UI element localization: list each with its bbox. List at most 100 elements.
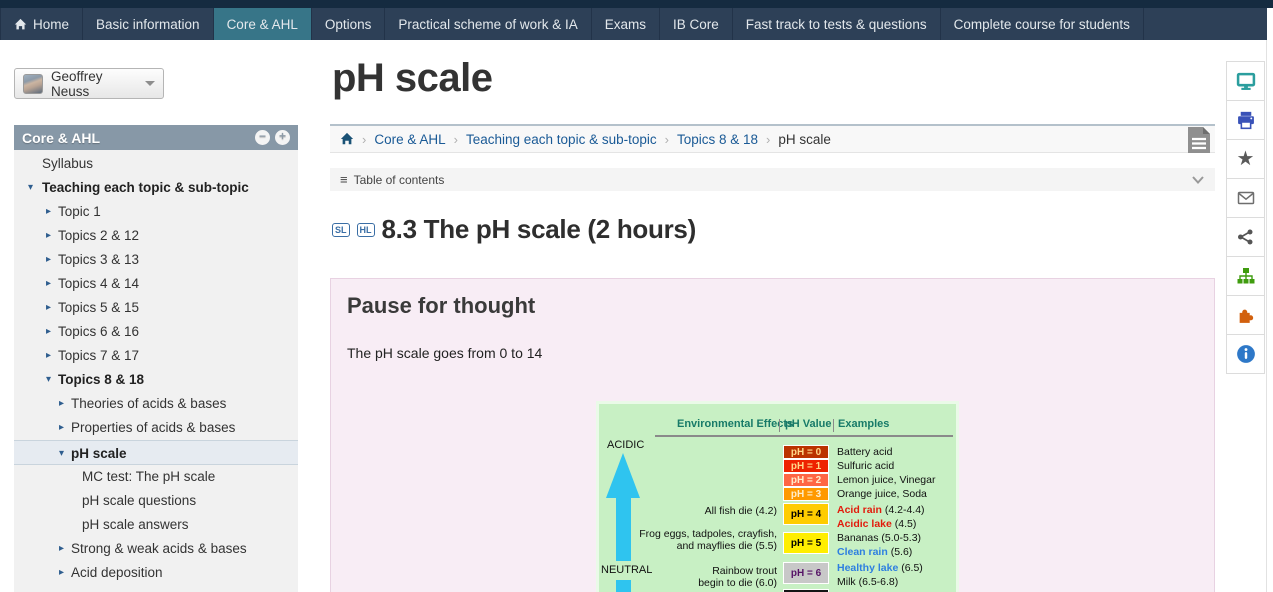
chart-effect: Frog eggs, tadpoles, crayfish, bbox=[639, 528, 777, 540]
expand-all-button[interactable]: + bbox=[275, 130, 290, 145]
ph-value-box: pH = 6 bbox=[783, 562, 829, 584]
sidebar-item-ph-scale[interactable]: pH scale bbox=[14, 440, 298, 465]
section-heading-text: 8.3 The pH scale (2 hours) bbox=[381, 214, 697, 244]
nav-item-home[interactable]: Home bbox=[0, 8, 84, 40]
breadcrumb: Core & AHL Teaching each topic & sub-top… bbox=[330, 124, 1215, 153]
sidebar-item-mc-test-ph-scale[interactable]: MC test: The pH scale bbox=[82, 469, 216, 484]
breadcrumb-separator-icon bbox=[665, 132, 669, 147]
page-document-icon[interactable] bbox=[1187, 125, 1211, 158]
home-icon bbox=[14, 18, 27, 29]
breadcrumb-teaching-each-topic[interactable]: Teaching each topic & sub-topic bbox=[465, 131, 657, 147]
nav-item-options[interactable]: Options bbox=[312, 8, 386, 40]
sitemap-icon bbox=[1237, 268, 1254, 284]
neutral-label: NEUTRAL bbox=[601, 564, 653, 576]
sidebar-item-ph-scale-questions[interactable]: pH scale questions bbox=[82, 493, 197, 508]
sidebar-item-theories-acids-bases[interactable]: Theories of acids & bases bbox=[14, 392, 298, 416]
breadcrumb-topics-8-18[interactable]: Topics 8 & 18 bbox=[676, 131, 758, 147]
chart-effect: Rainbow trout bbox=[712, 565, 777, 577]
collapse-all-button[interactable]: − bbox=[255, 130, 270, 145]
sidebar-item-teaching-each-topic[interactable]: Teaching each topic & sub-topic bbox=[14, 176, 298, 200]
expand-arrow-icon[interactable] bbox=[46, 272, 51, 296]
expand-arrow-icon[interactable] bbox=[28, 176, 33, 200]
expand-arrow-icon[interactable] bbox=[59, 561, 64, 585]
print-button[interactable] bbox=[1226, 100, 1265, 140]
sidebar-item-properties-acids-bases[interactable]: Properties of acids & bases bbox=[14, 416, 298, 440]
table-of-contents-toggle[interactable]: Table of contents bbox=[330, 168, 1215, 191]
pause-box-body: The pH scale goes from 0 to 14 bbox=[347, 345, 543, 361]
user-menu-button[interactable]: Geoffrey Neuss bbox=[14, 68, 164, 99]
sidebar-item-syllabus[interactable]: Syllabus bbox=[42, 156, 94, 171]
sidebar-item-strong-weak-acids-bases[interactable]: Strong & weak acids & bases bbox=[14, 537, 298, 561]
expand-arrow-icon[interactable] bbox=[46, 296, 51, 320]
expand-arrow-icon[interactable] bbox=[46, 248, 51, 272]
nav-label: Complete course for students bbox=[953, 16, 1130, 32]
sidebar-item-topics-7-17[interactable]: Topics 7 & 17 bbox=[14, 344, 298, 368]
expand-arrow-icon[interactable] bbox=[59, 392, 64, 416]
chart-example: Lemon juice, Vinegar bbox=[837, 474, 936, 486]
printer-icon bbox=[1237, 111, 1254, 129]
expand-arrow-icon[interactable] bbox=[46, 224, 51, 248]
expand-arrow-icon[interactable] bbox=[46, 368, 51, 392]
tool-rail: ★ bbox=[1226, 61, 1265, 374]
nav-label: Basic information bbox=[96, 16, 200, 32]
expand-arrow-icon[interactable] bbox=[59, 441, 64, 466]
avatar bbox=[23, 73, 43, 94]
chevron-down-icon[interactable] bbox=[1191, 174, 1205, 186]
star-icon: ★ bbox=[1236, 148, 1255, 170]
page-edge bbox=[1266, 40, 1273, 592]
display-mode-button[interactable] bbox=[1226, 61, 1265, 101]
expand-arrow-icon[interactable] bbox=[46, 344, 51, 368]
chart-example: Battery acid bbox=[837, 446, 893, 458]
sidebar-item-topics-2-12[interactable]: Topics 2 & 12 bbox=[14, 224, 298, 248]
nav-item-exams[interactable]: Exams bbox=[592, 8, 660, 40]
chart-example: Milk (6.5-6.8) bbox=[837, 576, 899, 588]
nav-item-complete-course[interactable]: Complete course for students bbox=[941, 8, 1144, 40]
expand-arrow-icon[interactable] bbox=[46, 320, 51, 344]
arrow-shaft bbox=[616, 580, 631, 592]
share-icon bbox=[1238, 229, 1253, 245]
sidebar-item-topics-3-13[interactable]: Topics 3 & 13 bbox=[14, 248, 298, 272]
chevron-down-icon bbox=[145, 81, 155, 86]
sidebar-item-topic-1[interactable]: Topic 1 bbox=[14, 200, 298, 224]
section-heading: SL HL 8.3 The pH scale (2 hours) bbox=[332, 214, 696, 245]
nav-item-core-ahl[interactable]: Core & AHL bbox=[213, 8, 312, 40]
chart-header-examples: Examples bbox=[838, 418, 890, 430]
expand-arrow-icon[interactable] bbox=[46, 200, 51, 224]
breadcrumb-separator-icon bbox=[454, 132, 458, 147]
nav-item-practical-scheme[interactable]: Practical scheme of work & IA bbox=[385, 8, 592, 40]
sidebar-item-ph-scale-answers[interactable]: pH scale answers bbox=[82, 517, 189, 532]
ph-value-box: pH = 7 bbox=[783, 589, 829, 592]
acidic-label: ACIDIC bbox=[607, 439, 645, 451]
chart-effect: begin to die (6.0) bbox=[698, 577, 777, 589]
nav-item-ib-core[interactable]: IB Core bbox=[660, 8, 733, 40]
nav-label: Core & AHL bbox=[226, 16, 298, 32]
sidebar-item-topics-4-14[interactable]: Topics 4 & 14 bbox=[14, 272, 298, 296]
breadcrumb-core-ahl[interactable]: Core & AHL bbox=[374, 131, 446, 147]
top-strip bbox=[0, 0, 1273, 8]
ph-value-box: pH = 0 bbox=[783, 445, 829, 459]
contact-button[interactable] bbox=[1226, 178, 1265, 218]
home-icon[interactable] bbox=[340, 132, 354, 146]
sidebar-title: Core & AHL bbox=[22, 129, 101, 146]
expand-arrow-icon[interactable] bbox=[59, 537, 64, 561]
sidebar-item-topics-5-15[interactable]: Topics 5 & 15 bbox=[14, 296, 298, 320]
sidebar-item-topics-8-18[interactable]: Topics 8 & 18 bbox=[14, 368, 298, 392]
breadcrumb-current: pH scale bbox=[778, 131, 831, 147]
expand-arrow-icon[interactable] bbox=[59, 416, 64, 440]
favorite-button[interactable]: ★ bbox=[1226, 139, 1265, 179]
sidebar-item-acid-deposition[interactable]: Acid deposition bbox=[14, 561, 298, 585]
breadcrumb-separator-icon bbox=[362, 132, 366, 147]
ph-value-box: pH = 4 bbox=[783, 503, 829, 525]
nav-item-basic-information[interactable]: Basic information bbox=[83, 8, 214, 40]
ph-value-box: pH = 2 bbox=[783, 473, 829, 487]
chart-example: Sulfuric acid bbox=[837, 460, 895, 472]
share-button[interactable] bbox=[1226, 217, 1265, 257]
sidebar-item-topics-6-16[interactable]: Topics 6 & 16 bbox=[14, 320, 298, 344]
extensions-button[interactable] bbox=[1226, 295, 1265, 335]
nav-label: IB Core bbox=[672, 16, 719, 32]
nav-item-fast-track[interactable]: Fast track to tests & questions bbox=[733, 8, 941, 40]
chart-example: Acid rain (4.2-4.4) bbox=[837, 504, 925, 516]
sitemap-button[interactable] bbox=[1226, 256, 1265, 296]
info-button[interactable] bbox=[1226, 334, 1265, 374]
